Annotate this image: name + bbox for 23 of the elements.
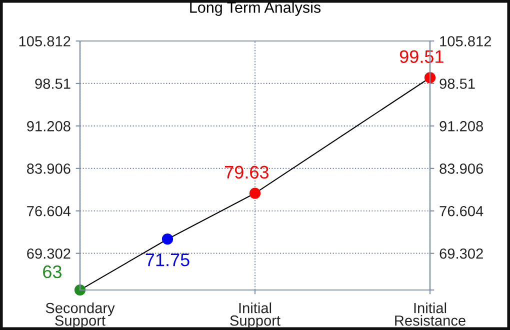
y-tick-label: 76.604 [27, 206, 71, 216]
point [74, 284, 86, 296]
y-tick-label: 91.208 [27, 121, 70, 132]
y-tick-label: 98.51 [35, 78, 70, 89]
y2-tick-label: 91.208 [440, 121, 483, 132]
y-tick-label: 69.302 [27, 248, 70, 259]
data-label: 79.63 [225, 166, 268, 179]
x-tick-label: Initial Resistance [395, 302, 466, 326]
point [249, 188, 261, 199]
data-label: 71.75 [146, 254, 190, 266]
x-tick-label: Initial Support [230, 302, 280, 329]
x-tick-label: Secondary Support [46, 302, 115, 329]
point [162, 234, 174, 245]
y2-tick-label: 105.812 [440, 36, 492, 46]
y2-tick-label: 83.906 [440, 164, 483, 174]
y-tick-label: 83.906 [27, 164, 70, 174]
data-label: 99.51 [400, 50, 444, 63]
y2-tick-label: 98.51 [440, 78, 475, 89]
y2-tick-label: 69.302 [440, 248, 483, 259]
data-label: 63 [43, 265, 62, 278]
y-tick-label: 105.812 [19, 36, 70, 46]
y2-tick-label: 76.604 [440, 206, 484, 216]
chart-title: Long Term Analysis [190, 2, 321, 16]
